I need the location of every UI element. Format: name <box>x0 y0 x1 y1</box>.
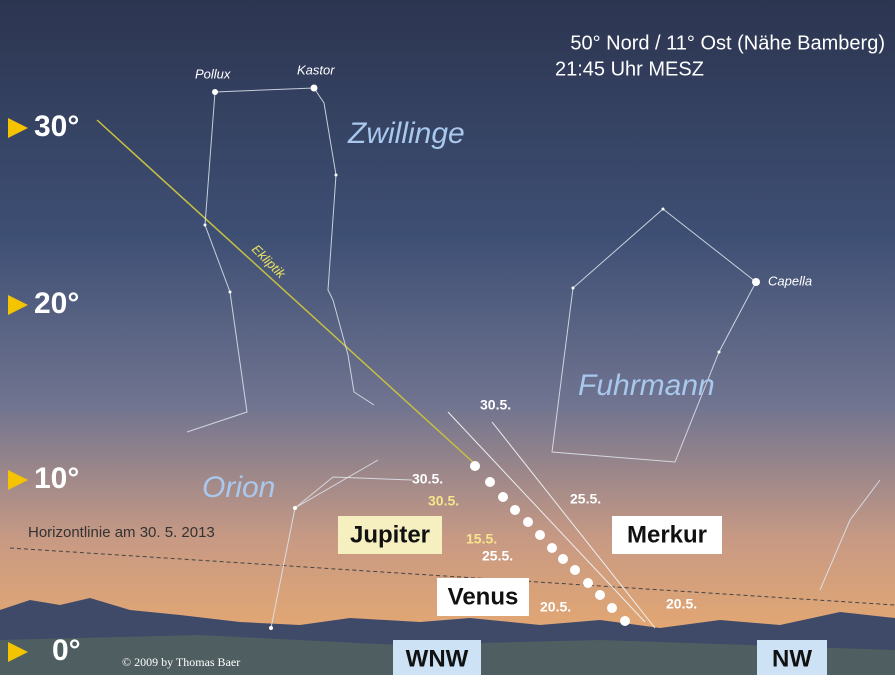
altitude-label: 0° <box>52 634 81 667</box>
constellation-label: Zwillinge <box>347 117 465 150</box>
location: 50° Nord / 11° Ost (Nähe Bamberg) <box>570 32 885 54</box>
sky-chart: 30° 20° 10° 0° 50° Nord / 11° Ost (Nähe … <box>0 0 895 675</box>
date-label: 30.5. <box>428 493 459 509</box>
planet-label: Venus <box>448 583 519 610</box>
star-label: Pollux <box>195 66 231 81</box>
date-label: 20.5. <box>666 596 697 612</box>
date-label: 30.5. <box>480 397 511 413</box>
altitude-label: 20° <box>34 287 79 320</box>
star-label: Capella <box>768 273 812 288</box>
constellation-label: Fuhrmann <box>578 369 715 402</box>
date-label: 25.5. <box>570 491 601 507</box>
date-label: 30.5. <box>412 471 443 487</box>
time: 21:45 Uhr MESZ <box>555 58 704 80</box>
planet-label: Merkur <box>627 521 707 548</box>
altitude-label: 10° <box>34 462 79 495</box>
direction-label: NW <box>772 645 812 672</box>
date-label: 15.5. <box>466 531 497 547</box>
horizon-label: Horizontlinie am 30. 5. 2013 <box>28 524 215 541</box>
date-label: 20.5. <box>540 599 571 615</box>
altitude-label: 30° <box>34 110 79 143</box>
credit: © 2009 by Thomas Baer <box>122 655 240 669</box>
star-label: Kastor <box>297 62 335 77</box>
constellation-label: Orion <box>202 471 275 504</box>
planet-label: Jupiter <box>350 521 430 548</box>
sky <box>0 0 895 675</box>
date-label: 25.5. <box>482 548 513 564</box>
direction-label: WNW <box>406 645 469 672</box>
